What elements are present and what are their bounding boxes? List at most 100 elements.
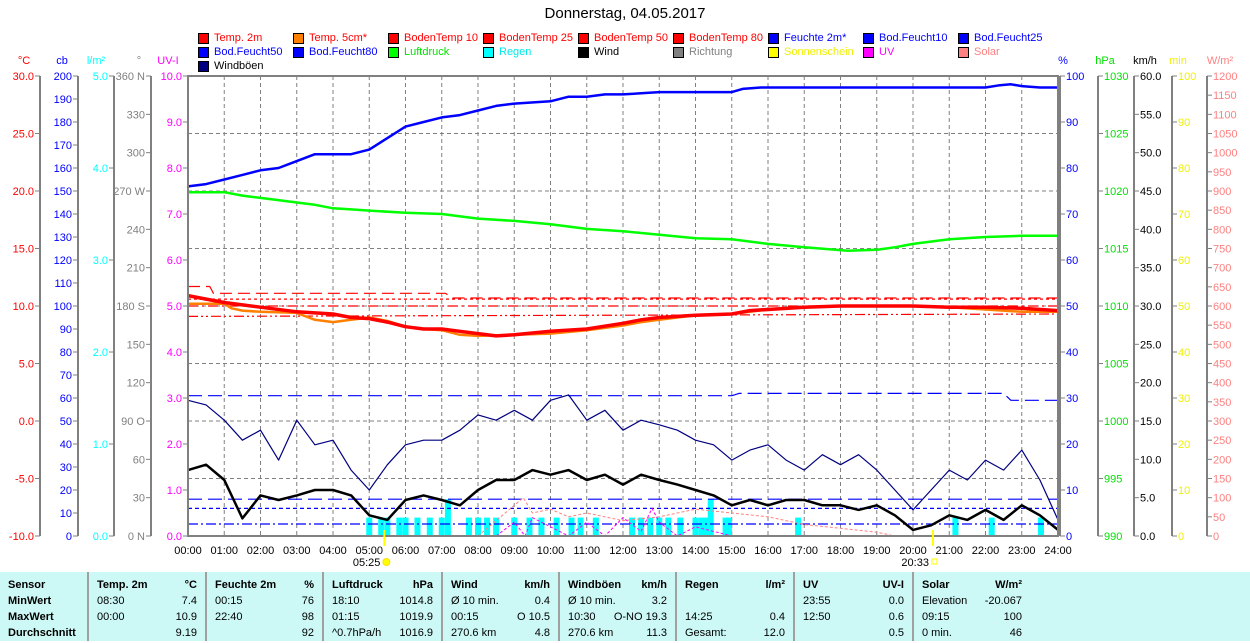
- rain-bar: [656, 517, 663, 536]
- x-tick-label: 07:00: [428, 545, 456, 557]
- x-tick-label: 23:00: [1008, 545, 1036, 557]
- legend-label: UV: [879, 46, 895, 58]
- cell-time: 08:30: [97, 595, 125, 607]
- axis-tick-label: 15.0: [13, 244, 34, 256]
- cell-time: 00:15: [215, 595, 243, 607]
- table-cell: 23:55 0.0: [795, 595, 912, 611]
- axis-tick-label: 1.0: [167, 485, 182, 497]
- axis-tick-label: 30: [60, 462, 72, 474]
- axis-tick-label: 5.0: [93, 71, 108, 83]
- x-tick-label: 14:00: [682, 545, 710, 557]
- axis-tick-label: 500: [1213, 339, 1231, 351]
- table-cell: ^0.7hPa/h 1016.9: [324, 627, 441, 643]
- axis-tick-label: 700: [1213, 263, 1231, 275]
- x-tick-label: 11:00: [573, 545, 600, 557]
- axis-tick-label: 650: [1213, 282, 1231, 294]
- column-unit: °C: [184, 579, 197, 591]
- axis-tick-label: 90: [60, 324, 72, 336]
- axis-tick-label: 5.0: [167, 301, 182, 313]
- x-tick-label: 20:00: [899, 545, 927, 557]
- axis-tick-label: 120: [127, 378, 145, 390]
- table-header: Regen l/m²: [677, 579, 793, 595]
- axis-tick-label: 1200: [1213, 71, 1237, 83]
- axis-tick-label: 90 O: [121, 416, 145, 428]
- x-tick-label: 00:00: [174, 545, 202, 557]
- cell-time: 270.6 km: [568, 627, 614, 639]
- axis-tick-label: 60: [60, 393, 72, 405]
- axis-tick-label: 30: [133, 493, 145, 505]
- table-row-label: MaxWert: [0, 611, 87, 627]
- axis-unit-cb: cb: [56, 55, 68, 67]
- rain-bar: [665, 517, 672, 536]
- table-cell: 270.6 km 11.3: [560, 627, 675, 643]
- legend-label: Solar: [974, 46, 1000, 58]
- legend-label: BodenTemp 10: [404, 32, 478, 44]
- axis-tick-label: 2.0: [93, 347, 108, 359]
- rain-bar: [426, 517, 433, 536]
- chart: °C 30.0 25.0 20.0 15.0 10.0 5.0 0.0 -5.0 -10.0 cb 2…: [9, 55, 1238, 569]
- cell-value: 0.6: [888, 611, 904, 623]
- x-tick-label: 16:00: [754, 545, 782, 557]
- legend-label: Richtung: [689, 46, 733, 58]
- cell-value: 11.3: [646, 627, 667, 639]
- axis-tick-label: 1100: [1213, 109, 1237, 121]
- cell-value: 1014.8: [399, 595, 433, 607]
- column-unit: W/m²: [995, 579, 1022, 591]
- legend-item: BodenTemp 10: [388, 31, 483, 45]
- rain-bar: [553, 517, 560, 536]
- column-unit: km/h: [641, 579, 667, 591]
- legend-item: Richtung: [673, 45, 768, 59]
- axis-unit-hum: %: [1058, 55, 1068, 67]
- cell-time: 10:30: [568, 611, 596, 623]
- legend-swatch: [768, 32, 779, 44]
- axis-tick-label: 1005: [1104, 359, 1128, 371]
- column-name: Solar: [922, 579, 950, 591]
- axis-unit-min: min: [1169, 55, 1187, 67]
- axis-tick-label: 80: [1066, 163, 1078, 175]
- cell-time: 22:40: [215, 611, 243, 623]
- cell-time: 14:25: [685, 611, 713, 623]
- legend-swatch: [483, 32, 494, 44]
- axis-tick-label: 30.0: [13, 71, 34, 83]
- table-column: Wind km/h Ø 10 min. 0.4 00:15 O 10.5 270.6 km 4…: [443, 572, 560, 641]
- x-tick-label: 03:00: [283, 545, 311, 557]
- axis-tick-label: 210: [127, 263, 145, 275]
- legend-label: Regen: [499, 46, 532, 58]
- cell-value: 0.4: [769, 611, 785, 623]
- legend: Temp. 2m Temp. 5cm* BodenTemp 10 BodenTemp …: [198, 31, 1053, 73]
- x-tick-label: 01:00: [210, 545, 238, 557]
- cell-time: 0 min.: [922, 627, 952, 639]
- legend-item: Temp. 2m: [198, 31, 293, 45]
- axis-tick-label: 100: [54, 301, 72, 313]
- table-cell: 09:15 100: [914, 611, 1030, 627]
- axis-tick-label: 1150: [1213, 90, 1237, 102]
- axis-tick-label: 20.0: [1140, 378, 1161, 390]
- legend-swatch: [958, 46, 969, 58]
- table-column: Windböen km/h Ø 10 min. 3.2 10:30 O-NO 19.3 27…: [560, 572, 677, 641]
- cell-time: 18:10: [332, 595, 360, 607]
- axis-unit-kmh: km/h: [1133, 55, 1157, 67]
- axis-unit-uv: UV-I: [157, 55, 178, 67]
- axis-tick-label: 25.0: [13, 129, 34, 141]
- legend-label: BodenTemp 50: [594, 32, 668, 44]
- axis-tick-label: 9.0: [167, 117, 182, 129]
- axis-tick-label: 50: [60, 416, 72, 428]
- axis-tick-label: 50.0: [1140, 148, 1161, 160]
- table-cell: Ø 10 min. 0.4: [443, 595, 558, 611]
- axis-tick-label: -5.0: [15, 474, 34, 486]
- axis-tick-label: 60: [1178, 255, 1190, 267]
- axis-tick-label: 10: [1178, 485, 1190, 497]
- row-label: MaxWert: [8, 611, 54, 623]
- axis-tick-label: 600: [1213, 301, 1231, 313]
- column-unit: UV-I: [882, 579, 904, 591]
- column-name: Temp. 2m: [97, 579, 148, 591]
- legend-label: Temp. 2m: [214, 32, 263, 44]
- axis-tick-label: 1030: [1104, 71, 1128, 83]
- legend-item: UV: [863, 45, 958, 59]
- axis-tick-label: 70: [60, 370, 72, 382]
- axis-tick-label: 1000: [1104, 416, 1128, 428]
- legend-swatch: [673, 32, 684, 44]
- legend-swatch: [863, 32, 874, 44]
- table-cell: [677, 595, 793, 611]
- axis-tick-label: 0: [1178, 531, 1184, 543]
